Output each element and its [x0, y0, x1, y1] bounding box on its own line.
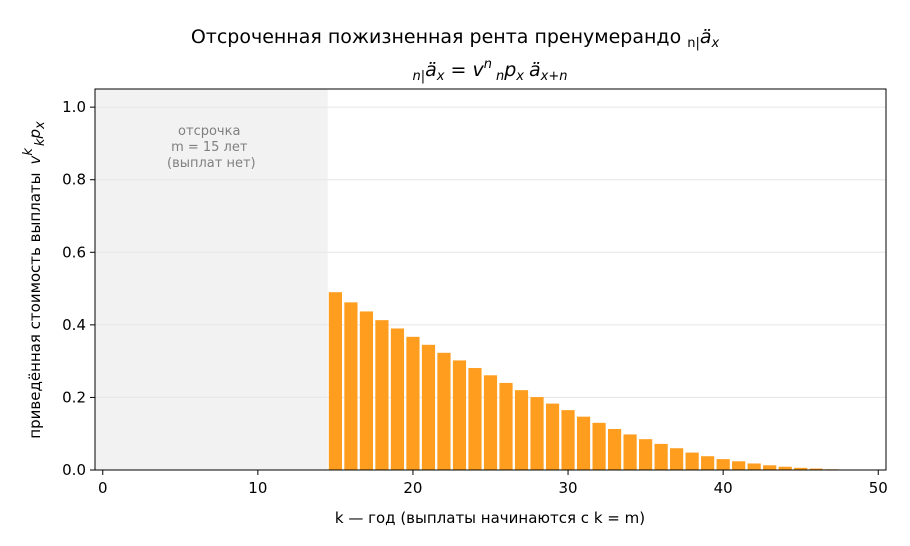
bar-k-35 — [639, 439, 653, 470]
bar-k-44 — [778, 466, 792, 470]
deferral-region — [95, 89, 328, 470]
bar-k-21 — [421, 344, 436, 470]
bar-k-19 — [390, 328, 405, 470]
plot-frame — [94, 88, 887, 471]
y-axis-ticks: 0.0 0.2 0.4 0.6 0.8 1.0 — [62, 98, 95, 479]
bar-k-40 — [716, 459, 730, 470]
bar-k-20 — [406, 336, 420, 470]
bar-k-28 — [530, 397, 544, 470]
x-axis-label: k — год (выплаты начинаются с k = m) — [335, 509, 645, 527]
bar-k-17 — [359, 311, 374, 470]
bar-k-38 — [685, 452, 699, 470]
bar-k-43 — [763, 465, 777, 470]
y-tick-label-1: 0.2 — [62, 388, 86, 406]
bar-k-32 — [592, 422, 606, 470]
chart-title: Отсроченная пожизненная рента пренумеран… — [191, 26, 720, 51]
bar-k-42 — [747, 463, 761, 470]
annotation-line-3: (выплат нет) — [167, 156, 256, 171]
y-tick-label-4: 0.8 — [62, 171, 86, 189]
deferral-annotation: отсрочка m = 15 лет (выплат нет) — [167, 124, 256, 171]
bar-k-29 — [545, 403, 560, 470]
bar-k-18 — [375, 320, 389, 470]
bar-k-26 — [499, 382, 513, 470]
x-tick-label-3: 30 — [559, 479, 578, 497]
y-axis-label: приведённая стоимость выплатыvkkpx — [21, 121, 48, 439]
bar-k-33 — [607, 428, 622, 470]
bar-k-45 — [794, 467, 808, 470]
y-tick-label-0: 0.0 — [62, 461, 86, 479]
annotation-line-1: отсрочка — [178, 124, 240, 139]
bar-k-36 — [654, 443, 668, 470]
y-tick-label-5: 1.0 — [62, 98, 86, 116]
bar-k-23 — [452, 360, 467, 470]
bars — [328, 292, 854, 470]
bar-k-46 — [809, 468, 823, 470]
chart-formula: n|äx = vnnpx äx+n — [413, 57, 568, 84]
x-tick-label-2: 20 — [403, 479, 422, 497]
bar-k-39 — [701, 456, 715, 470]
bar-k-37 — [670, 448, 684, 470]
bar-k-30 — [561, 410, 575, 470]
y-tick-label-2: 0.4 — [62, 316, 86, 334]
bar-k-41 — [732, 461, 746, 470]
annotation-line-2: m = 15 лет — [171, 140, 248, 155]
x-tick-label-5: 50 — [869, 479, 888, 497]
bar-k-25 — [483, 375, 498, 470]
x-tick-label-4: 40 — [714, 479, 733, 497]
bar-k-15 — [328, 292, 342, 470]
bar-k-34 — [623, 434, 637, 470]
bar-k-27 — [514, 390, 529, 470]
x-tick-label-1: 10 — [248, 479, 267, 497]
y-tick-label-3: 0.6 — [62, 243, 86, 261]
bar-k-24 — [468, 368, 482, 470]
bar-k-16 — [344, 302, 358, 470]
bar-k-31 — [576, 416, 591, 470]
x-axis-ticks: 0 10 20 30 40 50 — [98, 470, 888, 497]
bar-k-22 — [437, 352, 451, 470]
x-tick-label-0: 0 — [98, 479, 108, 497]
